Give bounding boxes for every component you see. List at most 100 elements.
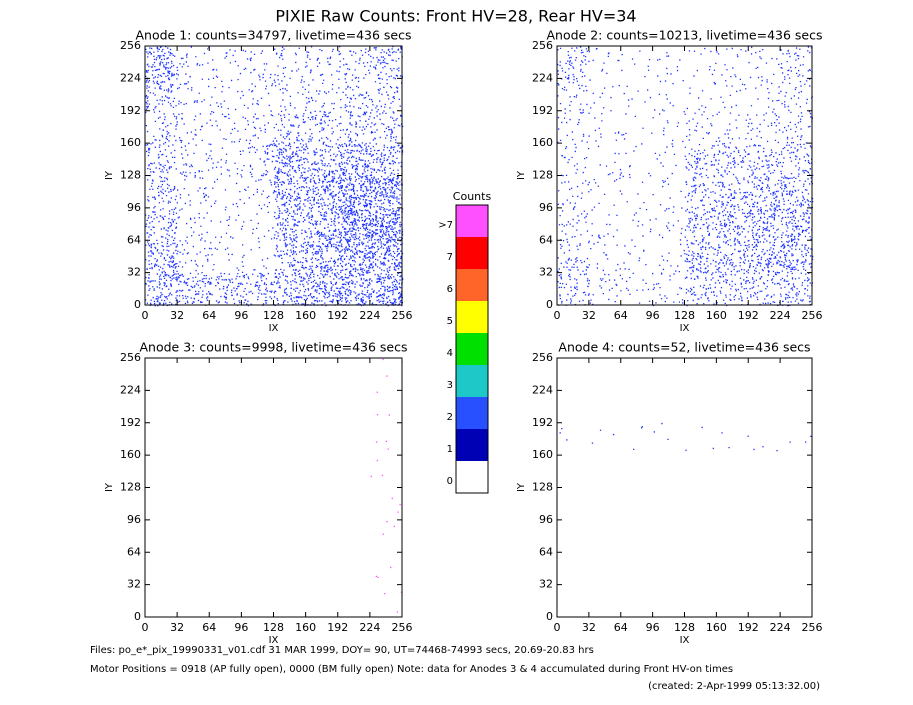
- density-cell: [557, 111, 590, 143]
- density-cell: [177, 272, 211, 306]
- density-cell: [780, 175, 814, 209]
- density-cell: [145, 110, 178, 144]
- density-cell: [590, 177, 621, 208]
- y-tick-label: 0: [546, 610, 553, 623]
- density-cell: [717, 143, 749, 176]
- density-cell: [684, 240, 717, 274]
- x-tick-label: 32: [582, 309, 596, 322]
- x-axis-label: IX: [269, 635, 279, 646]
- density-cell: [243, 176, 275, 208]
- density-cell: [273, 143, 307, 177]
- density-cell: [749, 111, 781, 144]
- density-cell: [145, 208, 178, 241]
- density-cell: [782, 110, 813, 144]
- density-cell: [145, 78, 179, 111]
- density-cell: [177, 240, 211, 274]
- density-cell: [780, 272, 813, 307]
- y-tick-label: 224: [120, 71, 141, 84]
- panel-title: Anode 3: counts=9998, livetime=436 secs: [139, 340, 407, 355]
- x-tick-label: 32: [170, 621, 184, 634]
- y-tick-label: 32: [127, 578, 141, 591]
- x-tick-label: 0: [554, 621, 561, 634]
- density-cell: [557, 46, 590, 80]
- density-cell: [242, 113, 275, 145]
- footer-motor: Motor Positions = 0918 (AP fully open), …: [90, 664, 733, 675]
- y-tick-label: 128: [532, 169, 553, 182]
- density-cell: [748, 240, 782, 274]
- y-tick-label: 256: [120, 39, 141, 52]
- plot-frame: [144, 357, 403, 618]
- density-cell: [659, 243, 686, 274]
- y-tick-label: 32: [539, 578, 553, 591]
- y-tick-label: 0: [134, 298, 141, 311]
- density-cell: [212, 49, 242, 79]
- y-tick-label: 192: [120, 104, 141, 117]
- x-tick-label: 128: [263, 309, 284, 322]
- x-tick-label: 0: [142, 309, 149, 322]
- x-tick-label: 160: [706, 309, 727, 322]
- density-cell: [391, 497, 401, 513]
- y-tick-label: 160: [532, 448, 553, 461]
- density-cell: [241, 272, 275, 307]
- density-cell: [631, 209, 652, 241]
- density-cell: [210, 241, 240, 271]
- colorbar-swatch: [456, 461, 488, 493]
- density-cell: [376, 391, 390, 416]
- density-cell: [306, 143, 339, 177]
- density-cell: [370, 240, 404, 274]
- footer-files: Files: po_e*_pix_19990331_v01.cdf 31 MAR…: [90, 645, 594, 656]
- x-axis-label: IX: [680, 635, 690, 646]
- y-tick-label: 96: [127, 201, 141, 214]
- density-cell: [370, 111, 404, 144]
- x-tick-label: 192: [738, 309, 759, 322]
- density-cell: [557, 240, 590, 273]
- density-cell: [241, 143, 275, 177]
- y-tick-label: 256: [120, 351, 141, 364]
- density-cell: [178, 113, 208, 145]
- density-cell: [305, 175, 338, 209]
- density-cell: [178, 78, 210, 105]
- x-tick-label: 256: [392, 309, 413, 322]
- density-cell: [337, 240, 371, 274]
- x-tick-label: 96: [646, 309, 660, 322]
- density-cell: [273, 175, 307, 209]
- density-cell: [748, 144, 781, 176]
- y-tick-label: 96: [539, 201, 553, 214]
- density-cell: [748, 208, 782, 241]
- density-cell: [780, 78, 813, 112]
- colorbar-swatch: [456, 205, 488, 237]
- density-cell: [753, 446, 778, 452]
- density-cell: [625, 143, 652, 177]
- colorbar-label: 1: [447, 444, 453, 455]
- density-cell: [652, 273, 684, 307]
- y-tick-label: 96: [539, 513, 553, 526]
- x-tick-label: 32: [170, 309, 184, 322]
- density-cell: [338, 46, 371, 80]
- y-tick-label: 224: [120, 383, 141, 396]
- y-tick-label: 224: [532, 71, 553, 84]
- x-axis-label: IX: [269, 323, 279, 334]
- panel-title: Anode 4: counts=52, livetime=436 secs: [558, 340, 810, 355]
- density-cell: [780, 208, 813, 242]
- density-cell: [273, 113, 307, 144]
- panel-title: Anode 1: counts=34797, livetime=436 secs: [136, 28, 412, 43]
- y-tick-label: 64: [127, 545, 141, 558]
- density-cell: [375, 566, 392, 578]
- density-cell: [273, 272, 307, 307]
- density-cell: [305, 79, 338, 112]
- density-cell: [241, 241, 269, 273]
- x-tick-label: 192: [327, 621, 348, 634]
- colorbar-swatch: [456, 301, 488, 333]
- density-cell: [370, 272, 404, 307]
- colorbar-label: 0: [447, 476, 453, 487]
- x-tick-label: 128: [674, 309, 695, 322]
- density-cell: [720, 78, 747, 109]
- density-cell: [383, 591, 403, 613]
- density-cell: [686, 111, 718, 142]
- density-cell: [655, 208, 683, 241]
- x-tick-label: 224: [770, 309, 791, 322]
- density-cell: [621, 272, 654, 304]
- colorbar-swatch: [456, 365, 488, 397]
- x-tick-label: 192: [327, 309, 348, 322]
- density-cell: [306, 207, 339, 241]
